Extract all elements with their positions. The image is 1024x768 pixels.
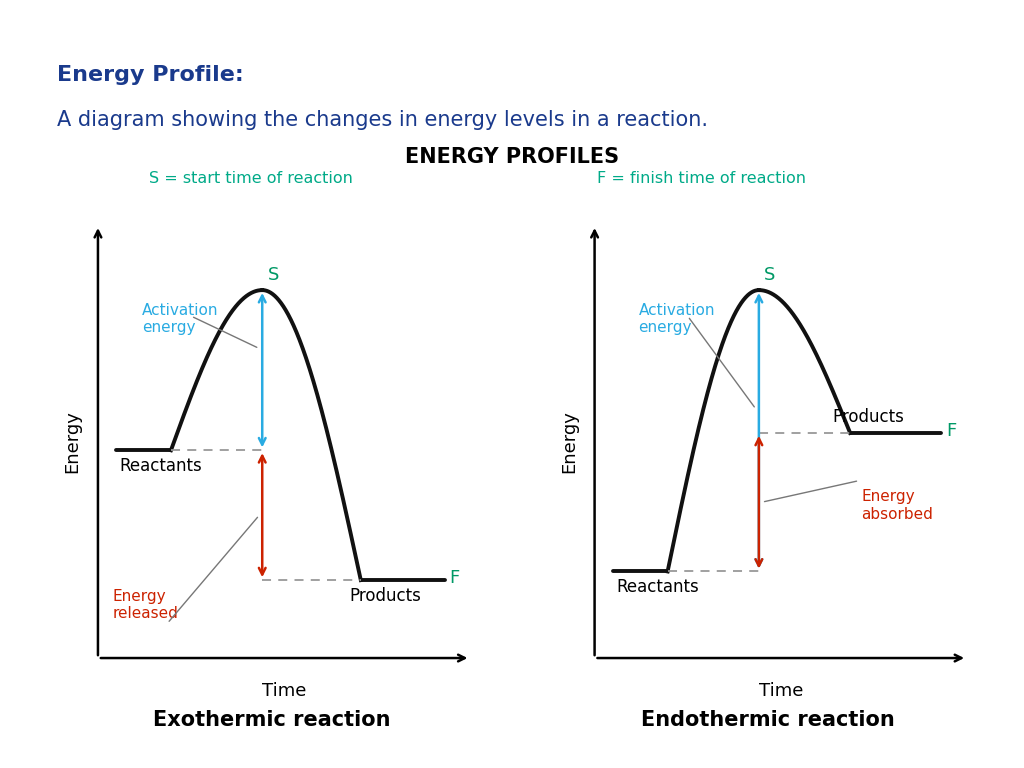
Text: Activation
energy: Activation energy: [638, 303, 715, 336]
Text: Endothermic reaction: Endothermic reaction: [641, 710, 895, 730]
Text: S: S: [267, 266, 280, 283]
Text: ENERGY PROFILES: ENERGY PROFILES: [404, 147, 620, 167]
Text: Time: Time: [262, 682, 306, 700]
Text: F: F: [946, 422, 956, 440]
Text: Energy
absorbed: Energy absorbed: [861, 489, 933, 521]
Text: Products: Products: [350, 587, 422, 604]
Text: Energy Profile:: Energy Profile:: [57, 65, 244, 85]
Text: Products: Products: [831, 409, 904, 426]
Text: F = finish time of reaction: F = finish time of reaction: [597, 170, 806, 186]
Text: Time: Time: [759, 682, 803, 700]
Text: S = start time of reaction: S = start time of reaction: [148, 170, 353, 186]
Text: Activation
energy: Activation energy: [141, 303, 218, 336]
Text: Energy
released: Energy released: [113, 589, 178, 621]
Text: Energy: Energy: [560, 410, 578, 473]
Text: Reactants: Reactants: [120, 457, 203, 475]
Text: S: S: [764, 266, 776, 283]
Text: Energy: Energy: [63, 410, 81, 473]
Text: Reactants: Reactants: [616, 578, 699, 596]
Text: A diagram showing the changes in energy levels in a reaction.: A diagram showing the changes in energy …: [57, 111, 708, 131]
Text: F: F: [450, 569, 460, 587]
Text: Exothermic reaction: Exothermic reaction: [153, 710, 390, 730]
